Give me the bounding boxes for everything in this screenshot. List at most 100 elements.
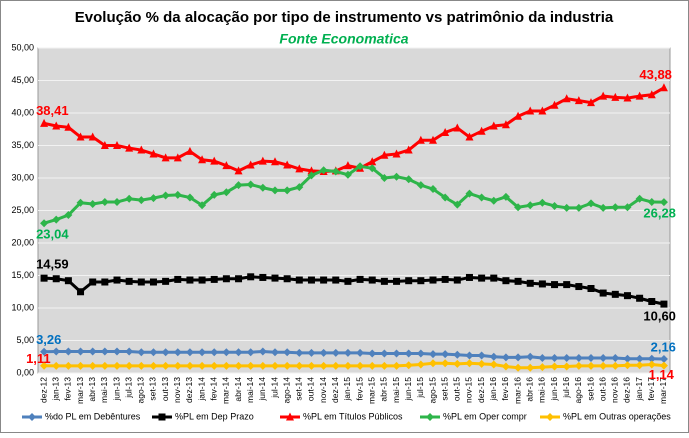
point-marker — [380, 277, 388, 285]
x-tick-label: mar-17 — [658, 377, 668, 404]
point-marker — [52, 275, 60, 283]
point-marker — [64, 211, 73, 220]
data-label: 10,60 — [643, 309, 676, 324]
point-marker — [235, 275, 243, 283]
point-marker — [501, 362, 510, 371]
x-tick-label: ago-16 — [573, 377, 583, 404]
x-tick-label: out-13 — [160, 377, 170, 401]
point-marker — [659, 83, 668, 92]
point-marker — [441, 359, 450, 368]
point-marker — [477, 193, 486, 202]
point-marker — [562, 354, 571, 363]
point-marker — [198, 201, 207, 210]
x-tick-label: jun-14 — [257, 377, 267, 402]
point-marker — [64, 361, 73, 370]
point-marker — [331, 361, 340, 370]
point-marker — [611, 203, 620, 212]
point-marker — [186, 276, 194, 284]
x-tick-label: jun-15 — [403, 377, 413, 402]
x-tick-label: nov-15 — [464, 377, 474, 403]
point-marker — [88, 132, 97, 141]
point-marker — [380, 174, 389, 182]
series: 1,11 1,14 — [26, 351, 675, 382]
point-marker — [538, 106, 547, 115]
x-tick-label: set-16 — [585, 377, 595, 401]
point-marker — [319, 348, 328, 357]
point-marker — [429, 135, 437, 144]
x-tick-label: mar-14 — [221, 377, 231, 404]
point-marker — [113, 198, 121, 207]
data-label: 2,16 — [651, 339, 676, 354]
point-marker — [40, 219, 49, 228]
point-marker — [368, 361, 377, 370]
series-line — [44, 275, 665, 306]
point-marker — [647, 360, 656, 369]
point-marker — [405, 277, 413, 285]
point-marker — [149, 348, 158, 357]
point-marker — [173, 361, 182, 370]
point-marker — [222, 161, 231, 170]
x-tick-label: dez-12 — [38, 377, 48, 403]
point-marker — [283, 186, 292, 195]
x-tick-label: set-13 — [148, 377, 158, 401]
point-marker — [426, 413, 434, 421]
point-marker — [489, 360, 498, 369]
point-marker — [40, 118, 49, 127]
x-tick-label: jan-13 — [50, 377, 60, 402]
point-marker — [210, 156, 219, 165]
legend-label: %PL em Dep Prazo — [175, 411, 254, 421]
point-marker — [417, 277, 425, 285]
point-marker — [258, 361, 267, 370]
point-marker — [636, 294, 644, 302]
point-marker — [64, 347, 73, 356]
point-marker — [307, 348, 316, 357]
point-marker — [514, 203, 523, 212]
point-marker — [416, 181, 425, 190]
legend-label: %PL em Títulos Públicos — [303, 411, 403, 421]
point-marker — [489, 352, 498, 361]
point-marker — [647, 354, 656, 363]
point-marker — [283, 275, 291, 283]
point-marker — [271, 157, 279, 166]
x-tick-label: fev-16 — [500, 377, 510, 401]
point-marker — [307, 171, 316, 180]
point-marker — [113, 141, 121, 149]
point-marker — [489, 196, 498, 205]
point-marker — [271, 186, 279, 195]
point-marker — [28, 413, 36, 421]
point-marker — [149, 278, 157, 286]
point-marker — [465, 359, 474, 368]
series: 38,41 43,88 — [36, 67, 672, 175]
point-marker — [416, 360, 425, 369]
chart-title: Evolução % da alocação por tipo de instr… — [75, 9, 614, 26]
point-marker — [429, 359, 437, 368]
point-marker — [343, 361, 352, 370]
point-marker — [100, 198, 109, 207]
point-marker — [113, 347, 121, 356]
point-marker — [587, 199, 595, 208]
point-marker — [307, 166, 316, 175]
point-marker — [283, 348, 292, 357]
point-marker — [477, 359, 486, 368]
point-marker — [271, 274, 279, 282]
point-marker — [332, 276, 340, 284]
x-tick-label: fev-13 — [63, 377, 73, 401]
point-marker — [210, 190, 219, 199]
point-marker — [137, 145, 146, 154]
point-marker — [393, 277, 401, 285]
point-marker — [574, 354, 583, 363]
x-tick-label: nov-13 — [172, 377, 182, 403]
series: 14,59 10,60 — [36, 257, 676, 324]
y-tick-label: 15,00 — [11, 270, 34, 280]
point-marker — [368, 157, 377, 166]
data-label: 1,11 — [26, 351, 51, 366]
point-marker — [599, 203, 608, 212]
x-tick-label: out-16 — [597, 377, 607, 401]
point-marker — [198, 276, 206, 284]
point-marker — [319, 361, 328, 370]
point-marker — [76, 361, 85, 370]
x-tick-label: fev-15 — [354, 377, 364, 401]
point-marker — [89, 278, 97, 286]
point-marker — [465, 132, 474, 141]
